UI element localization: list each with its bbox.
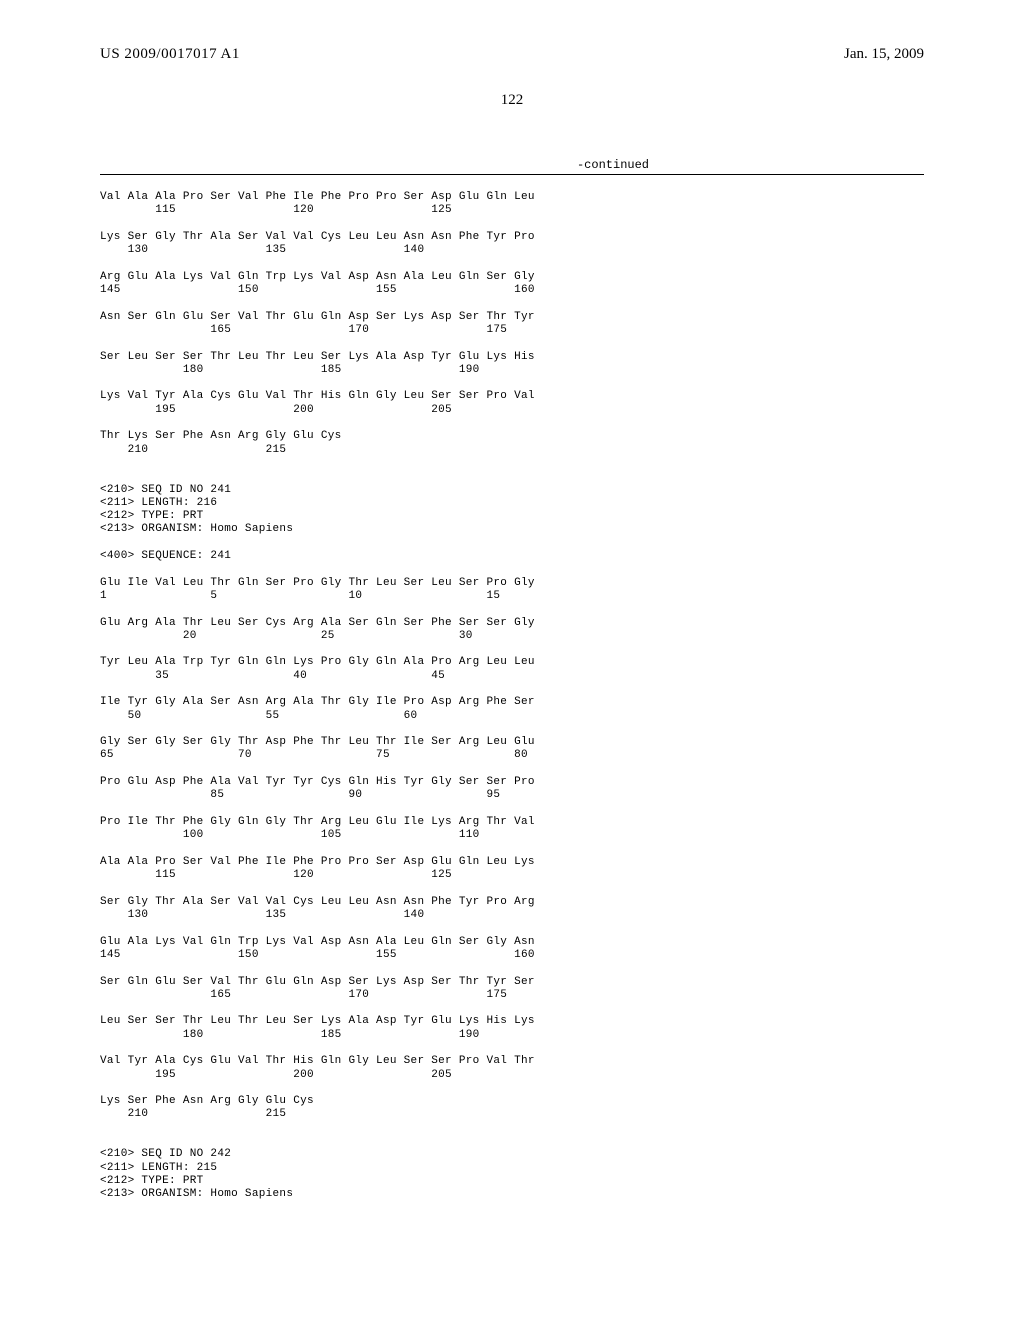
- continued-label: -continued: [100, 158, 924, 172]
- sequence-listing: Val Ala Ala Pro Ser Val Phe Ile Phe Pro …: [100, 191, 535, 1202]
- page-root: US 2009/0017017 A1 Jan. 15, 2009 122 -co…: [0, 0, 1024, 1320]
- header-date: Jan. 15, 2009: [844, 46, 924, 63]
- header-pubnum: US 2009/0017017 A1: [100, 46, 240, 63]
- divider-line: [100, 174, 924, 175]
- continued-wrap: -continued: [100, 158, 924, 175]
- page-number: 122: [0, 92, 1024, 109]
